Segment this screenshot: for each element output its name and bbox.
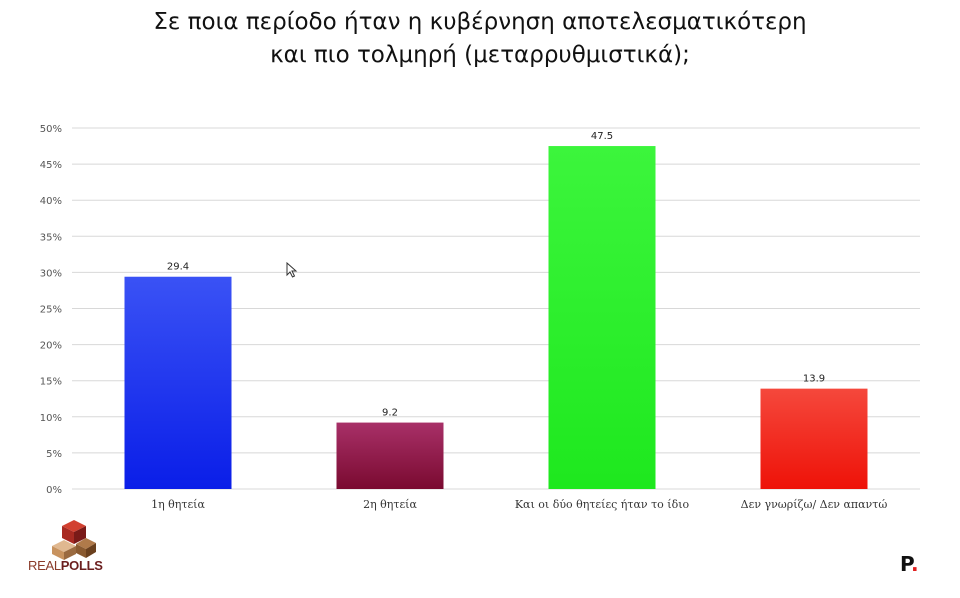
bar-data-label: 47.5 xyxy=(591,131,613,142)
brand-mark: P. xyxy=(900,552,919,576)
y-tick-label: 45% xyxy=(40,160,62,171)
realpolls-logo: REALPOLLS xyxy=(28,518,118,576)
x-category-label: 1η θητεία xyxy=(151,498,205,511)
y-tick-label: 25% xyxy=(40,305,62,316)
y-tick-label: 5% xyxy=(46,449,62,460)
y-tick-label: 10% xyxy=(40,413,62,424)
y-tick-label: 40% xyxy=(40,196,62,207)
bar-data-label: 29.4 xyxy=(167,262,189,273)
y-tick-label: 20% xyxy=(40,341,62,352)
bar xyxy=(336,422,444,489)
realpolls-cube-icon xyxy=(52,520,96,560)
chart-title: Σε ποια περίοδο ήταν η κυβέρνηση αποτελε… xyxy=(0,6,960,72)
y-tick-label: 15% xyxy=(40,377,62,388)
bar xyxy=(124,276,232,489)
bar xyxy=(760,388,868,489)
x-category-label: Και οι δύο θητείες ήταν το ίδιο xyxy=(515,498,690,511)
y-tick-label: 50% xyxy=(40,124,62,135)
chart-title-line-2: και πιο τολμηρή (μεταρρυθμιστικά); xyxy=(270,42,690,68)
bar-data-label: 13.9 xyxy=(803,374,825,385)
realpolls-wordmark: REALPOLLS xyxy=(28,558,103,573)
y-tick-label: 30% xyxy=(40,268,62,279)
y-tick-label: 35% xyxy=(40,232,62,243)
chart-title-line-1: Σε ποια περίοδο ήταν η κυβέρνηση αποτελε… xyxy=(153,9,807,35)
y-tick-label: 0% xyxy=(46,485,62,496)
x-category-label: 2η θητεία xyxy=(363,498,417,511)
mouse-pointer-icon xyxy=(286,262,298,278)
x-category-label: Δεν γνωρίζω/ Δεν απαντώ xyxy=(741,498,888,511)
bar xyxy=(548,146,656,490)
bar-data-label: 9.2 xyxy=(382,408,398,419)
